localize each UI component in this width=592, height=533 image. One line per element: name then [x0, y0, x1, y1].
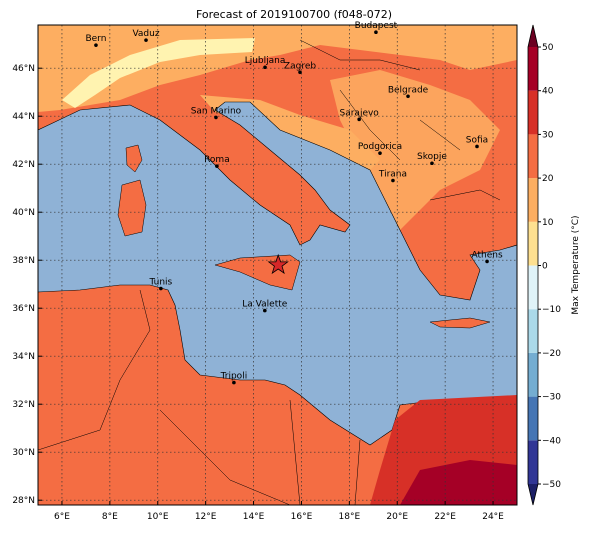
city-dot [263, 65, 267, 70]
city-dot [357, 117, 361, 122]
colorbar-tick-label: −50 [542, 480, 561, 490]
city-label: Zagreb [284, 61, 316, 71]
colorbar-segment [528, 265, 538, 310]
colorbar-tick-label: 0 [542, 262, 548, 272]
colorbar-tick-label: 10 [542, 218, 554, 228]
colorbar-over [528, 25, 538, 47]
city-label: Sofia [466, 135, 488, 145]
colorbar: −50 −40 −30 −20 −10 0 10 20 30 40 50 [527, 24, 561, 506]
map-frame [37, 24, 518, 506]
city-dot [263, 308, 267, 313]
colorbar-under [528, 484, 538, 505]
city-dot [298, 70, 302, 75]
colorbar-segment [528, 178, 538, 222]
colorbar-tick-label: −10 [542, 305, 561, 315]
colorbar-tick-label: −20 [542, 349, 561, 359]
y-tick-label: 30°N [12, 448, 35, 458]
city-dot [374, 30, 378, 34]
y-tick-label: 44°N [12, 112, 35, 122]
corsica [125, 144, 143, 173]
y-tick-label: 32°N [12, 400, 35, 410]
x-tick-label: 10°E [147, 512, 169, 522]
x-tick-label: 12°E [195, 512, 217, 522]
city-dot [391, 178, 395, 183]
colorbar-tick-label: 20 [542, 174, 554, 184]
colorbar-segment [528, 352, 538, 397]
city-label: Bern [85, 34, 106, 44]
city-label: Belgrade [388, 85, 429, 95]
city-dot [159, 286, 163, 291]
x-tick-label: 18°E [339, 512, 361, 522]
city-label: Sarajevo [340, 108, 380, 118]
alps-cool [62, 38, 255, 108]
x-tick-label: 8°E [102, 512, 118, 522]
city-label: Tirana [378, 170, 407, 180]
x-tick-label: 22°E [434, 512, 456, 522]
colorbar-segment [528, 221, 538, 266]
y-tick-label: 36°N [12, 304, 35, 314]
y-tick-label: 46°N [12, 64, 35, 74]
colorbar-tick-label: −30 [542, 393, 561, 403]
city-label: Skopje [417, 152, 447, 162]
colorbar-tick-label: 30 [542, 130, 554, 140]
balkan-highlands [330, 70, 500, 230]
colorbar-tick-label: −40 [542, 436, 561, 446]
colorbar-segment [528, 90, 538, 135]
colorbar-segment [528, 396, 538, 441]
y-tick-label: 38°N [12, 256, 35, 266]
colorbar-tick-label: 40 [542, 87, 554, 97]
city-label: Roma [204, 155, 230, 165]
graticule [38, 25, 517, 505]
very-hot-desert [400, 460, 517, 505]
city-label: Budapest [355, 21, 398, 31]
x-tick-label: 16°E [291, 512, 313, 522]
map-title: Forecast of 2019100700 (f048-072) [196, 8, 392, 21]
city-dot [485, 259, 489, 264]
sardinia [117, 179, 147, 237]
x-tick-label: 14°E [243, 512, 265, 522]
city-label: Tripoli [220, 372, 248, 382]
y-tick-label: 28°N [12, 496, 35, 506]
colorbar-segment [528, 47, 538, 91]
city-label: Athens [471, 250, 502, 260]
x-tick-label: 6°E [54, 512, 70, 522]
city-label: Podgorica [358, 142, 402, 152]
colorbar-segment [528, 134, 538, 179]
city-dot [94, 43, 98, 47]
city-dot [475, 144, 479, 149]
city-dot [232, 380, 236, 385]
y-tick-label: 34°N [12, 352, 35, 362]
x-tick-label: 20°E [386, 512, 408, 522]
map-area [38, 25, 517, 505]
city-label: Vaduz [132, 29, 159, 39]
x-tick-label: 24°E [482, 512, 504, 522]
city-dot [430, 161, 434, 166]
city-label: La Valette [242, 300, 287, 310]
city-label: Tunis [148, 278, 172, 288]
city-dot [215, 164, 219, 168]
city-dot [378, 151, 382, 155]
y-tick-label: 40°N [12, 208, 35, 218]
event-star [267, 253, 289, 275]
colorbar-tick-label: 50 [542, 43, 554, 53]
colorbar-label: Max Temperature (°C) [571, 215, 581, 314]
colorbar-segment [528, 309, 538, 353]
city-dot [406, 94, 410, 99]
y-tick-label: 42°N [12, 160, 35, 170]
city-label: Ljubljana [245, 56, 286, 66]
city-dot [144, 38, 148, 42]
city-label: San Marino [191, 106, 242, 116]
colorbar-segment [528, 440, 538, 484]
city-dot [214, 115, 218, 120]
